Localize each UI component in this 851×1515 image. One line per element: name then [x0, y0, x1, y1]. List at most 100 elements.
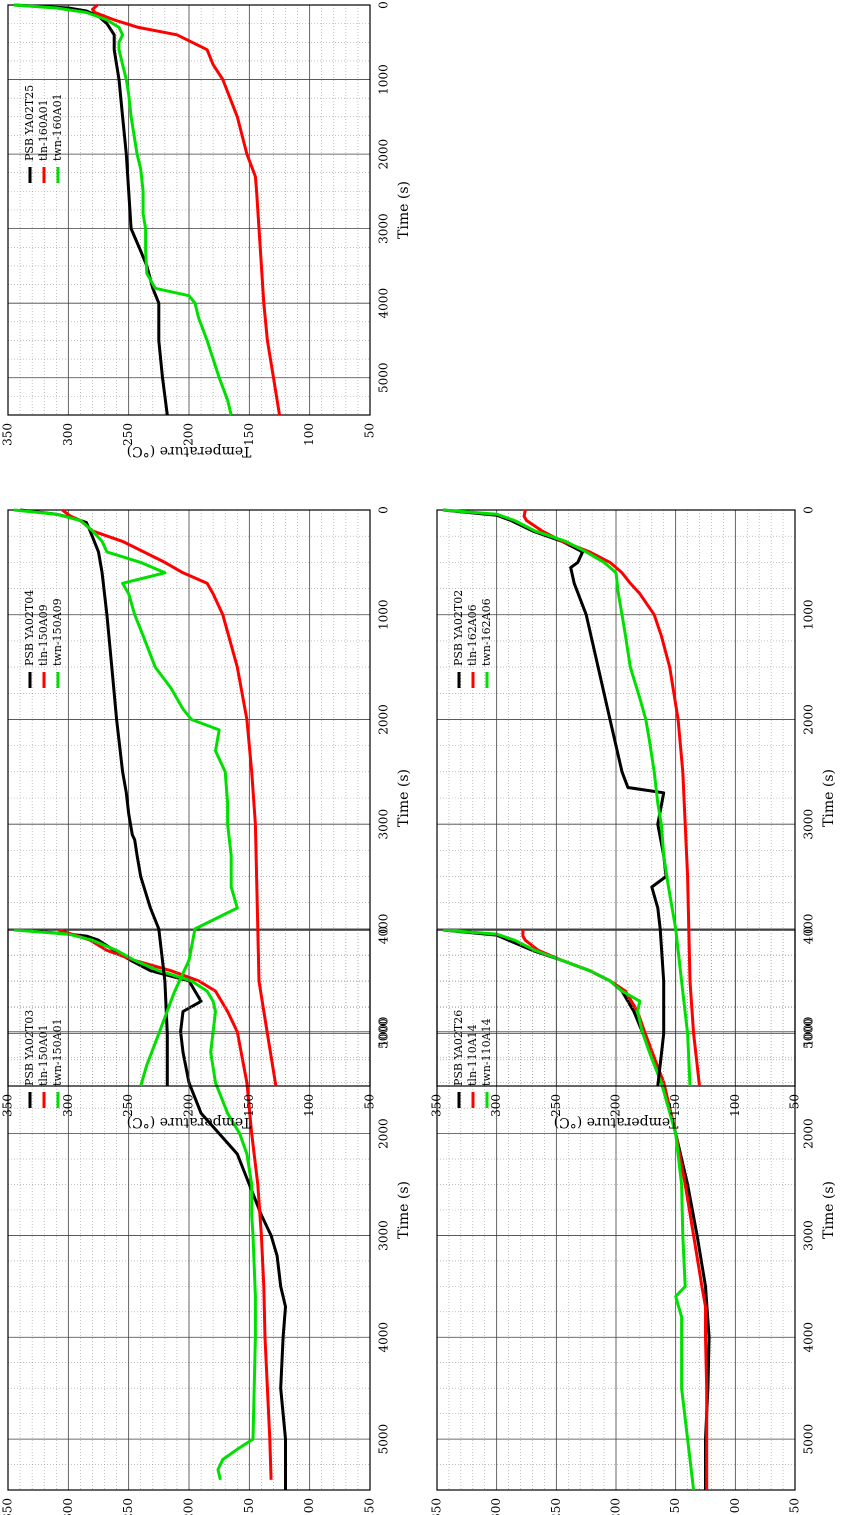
- y-tick-label: 300: [61, 1498, 75, 1515]
- y-tick-label: 50: [363, 423, 377, 438]
- x-axis-title: Time (s): [396, 181, 412, 239]
- x-tick-label: 2000: [802, 1118, 816, 1149]
- legend-label: twn-150A01: [51, 1018, 64, 1086]
- series-line-2: [442, 508, 692, 1087]
- y-tick-label: 50: [363, 1498, 377, 1513]
- chart-panel-T04: 350 300 250 200 150 100 50 0 1000 2000 3000 4000 500…: [1, 506, 413, 1130]
- y-tick-label: 300: [489, 1498, 503, 1515]
- x-tick-label: 5000: [377, 1018, 391, 1049]
- x-tick-label: 4000: [377, 914, 391, 945]
- legend-label: tln-150A01: [37, 1024, 50, 1086]
- series-line-2: [442, 928, 696, 1491]
- y-tick-label: 300: [61, 1094, 75, 1117]
- x-tick-label: 4000: [377, 1322, 391, 1353]
- x-tick-label: 2000: [377, 704, 391, 735]
- y-tick-label: 150: [242, 1094, 256, 1117]
- legend-label: PSB YA02T26: [452, 1010, 465, 1086]
- x-tick-label: 4000: [802, 1322, 816, 1353]
- x-tick-label: 1000: [377, 599, 391, 630]
- y-tick-label: 350: [430, 1094, 444, 1117]
- x-tick-label: 1000: [802, 1017, 816, 1048]
- y-tick-label: 100: [302, 1498, 316, 1515]
- y-tick-label: 50: [363, 1094, 377, 1109]
- x-tick-label: 4000: [802, 914, 816, 945]
- chart-panel-T25: 350 300 250 200 150 100 50 0 1000 2000 3000 4000 500…: [1, 1, 413, 459]
- plot-frame: [436, 509, 796, 1087]
- y-tick-label: 350: [1, 1094, 15, 1117]
- y-tick-label: 200: [182, 1094, 196, 1117]
- x-tick-label: 0: [802, 926, 816, 934]
- x-tick-label: 1000: [802, 599, 816, 630]
- y-tick-label: 100: [302, 423, 316, 446]
- x-tick-label: 2000: [377, 1118, 391, 1149]
- legend-label: twn-160A01: [51, 93, 64, 161]
- y-tick-label: 300: [489, 1094, 503, 1117]
- legend-label: tln-110A14: [466, 1024, 479, 1086]
- x-tick-label: 2000: [377, 139, 391, 170]
- x-axis-title: Time (s): [396, 1181, 412, 1239]
- legend-label: PSB YA02T03: [23, 1010, 36, 1086]
- legend-label: twn-162A06: [480, 598, 493, 666]
- x-tick-label: 5000: [377, 362, 391, 393]
- y-tick-label: 250: [549, 1498, 563, 1515]
- legend-label: tln-160A01: [37, 99, 50, 161]
- x-axis-title: Time (s): [821, 1181, 837, 1239]
- x-tick-label: 3000: [802, 1220, 816, 1251]
- legend-label: PSB YA02T25: [23, 85, 36, 161]
- chart-panel-T26: 350 300 250 200 150 100 50 0 1000 2000 3000 4000 500…: [430, 926, 838, 1515]
- series-line-1: [58, 928, 273, 1480]
- legend-label: twn-110A14: [480, 1018, 493, 1086]
- y-tick-label: 150: [242, 423, 256, 446]
- x-tick-label: 4000: [377, 288, 391, 319]
- y-tick-label: 150: [242, 1498, 256, 1515]
- y-axis-title: Temperature (°C): [127, 443, 252, 459]
- x-tick-label: 0: [377, 1, 391, 9]
- x-tick-label: 3000: [802, 809, 816, 840]
- y-tick-label: 200: [609, 1498, 623, 1515]
- y-axis-title: Temperature (°C): [127, 1114, 252, 1130]
- chart-panel-T03: 350 300 250 200 150 100 50 0 1000 2000 3000 4000 500…: [1, 926, 413, 1515]
- legend-label: PSB YA02T02: [452, 590, 465, 666]
- y-tick-label: 100: [302, 1094, 316, 1117]
- x-axis-title: Time (s): [821, 769, 837, 827]
- x-tick-label: 0: [377, 926, 391, 934]
- plot-frame: [7, 509, 371, 1087]
- legend-label: tln-162A06: [466, 604, 479, 666]
- legend-label: twn-150A09: [51, 598, 64, 666]
- y-axis-title: Temperature (°C): [554, 1114, 679, 1130]
- y-tick-label: 50: [788, 1498, 802, 1513]
- y-tick-label: 250: [121, 1094, 135, 1117]
- y-tick-label: 200: [182, 1498, 196, 1515]
- y-tick-label: 350: [430, 1498, 444, 1515]
- y-tick-label: 200: [182, 423, 196, 446]
- x-axis-title: Time (s): [396, 769, 412, 827]
- y-tick-label: 150: [668, 1498, 682, 1515]
- x-tick-label: 5000: [802, 1018, 816, 1049]
- chart-panel-T02: 350 300 250 200 150 100 50 0 1000 2000 3000 4000 500…: [430, 506, 838, 1130]
- y-tick-label: 350: [1, 1498, 15, 1515]
- x-tick-label: 2000: [802, 704, 816, 735]
- series-line-1: [61, 508, 278, 1087]
- y-tick-label: 150: [668, 1094, 682, 1117]
- series-line-1: [91, 3, 281, 416]
- series-line-2: [13, 3, 233, 416]
- x-tick-label: 5000: [377, 1424, 391, 1455]
- y-tick-label: 100: [728, 1498, 742, 1515]
- y-tick-label: 200: [609, 1094, 623, 1117]
- x-tick-label: 0: [802, 506, 816, 514]
- y-tick-label: 300: [61, 423, 75, 446]
- x-tick-label: 3000: [377, 1220, 391, 1251]
- legend-label: PSB YA02T04: [23, 590, 36, 666]
- x-tick-label: 1000: [377, 1017, 391, 1048]
- x-tick-label: 0: [377, 506, 391, 514]
- y-tick-label: 250: [121, 423, 135, 446]
- legend-label: tln-150A09: [37, 604, 50, 666]
- series-line-2: [13, 928, 257, 1481]
- series-line-2: [13, 508, 239, 1087]
- x-tick-label: 3000: [377, 809, 391, 840]
- x-tick-label: 5000: [802, 1424, 816, 1455]
- plot-frame: [7, 4, 371, 416]
- y-tick-label: 250: [549, 1094, 563, 1117]
- y-tick-label: 100: [728, 1094, 742, 1117]
